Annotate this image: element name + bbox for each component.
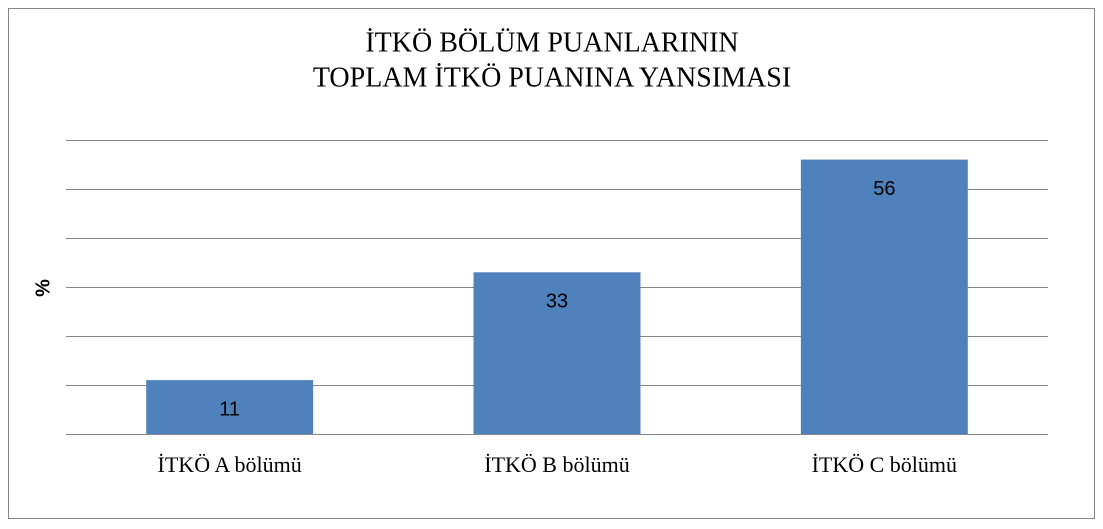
y-axis-label: %: [32, 279, 54, 297]
data-label: 33: [546, 291, 568, 313]
data-label: 56: [873, 178, 895, 200]
bar: [146, 380, 314, 434]
x-tick-label: İTKÖ B bölümü: [484, 452, 629, 477]
x-tick-label: İTKÖ A bölümü: [158, 452, 302, 477]
chart-title: TOPLAM İTKÖ PUANINA YANSIMASI: [313, 62, 791, 93]
bar: [473, 272, 641, 434]
x-tick-label: İTKÖ C bölümü: [812, 452, 957, 477]
bar: [800, 159, 968, 434]
data-label: 11: [219, 398, 240, 420]
chart-title: İTKÖ BÖLÜM PUANLARININ: [365, 27, 738, 58]
